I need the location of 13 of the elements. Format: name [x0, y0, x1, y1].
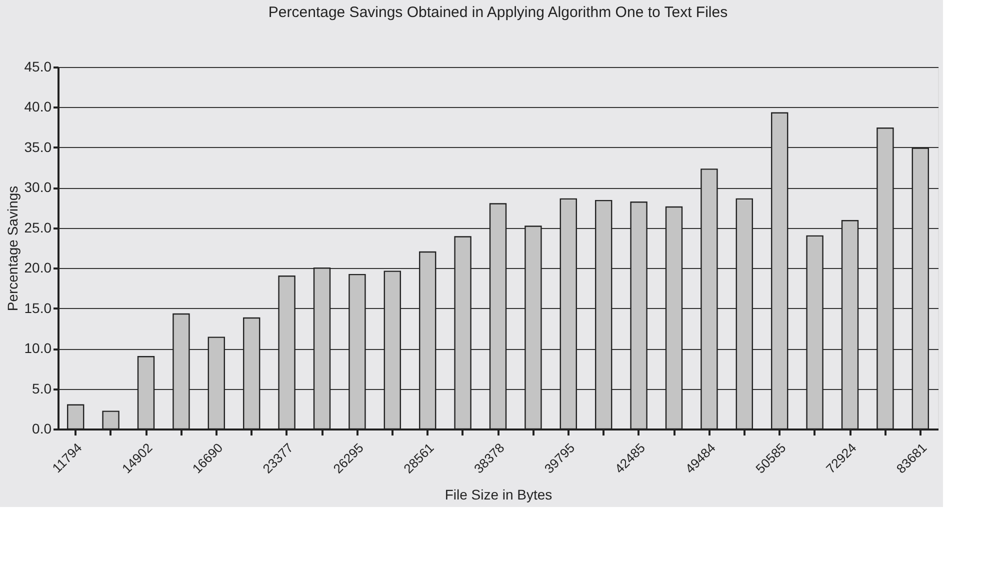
y-axis-title: Percentage Savings — [4, 186, 20, 312]
chart-title: Percentage Savings Obtained in Applying Algorithm One to Text Files — [268, 4, 728, 21]
y-tick-label: 0.0 — [32, 420, 52, 436]
y-tick-label: 35.0 — [24, 138, 52, 155]
y-tick-label: 40.0 — [24, 98, 52, 115]
y-tick-label: 30.0 — [24, 179, 52, 196]
x-axis-title: File Size in Bytes — [444, 486, 552, 502]
y-tick-label: 20.0 — [24, 260, 52, 276]
y-tick-label: 5.0 — [32, 380, 52, 396]
y-tick-label: 45.0 — [24, 58, 52, 74]
y-tick-label: 15.0 — [24, 300, 52, 316]
y-tick-label: 25.0 — [24, 219, 52, 236]
y-tick-label: 10.0 — [24, 340, 52, 356]
